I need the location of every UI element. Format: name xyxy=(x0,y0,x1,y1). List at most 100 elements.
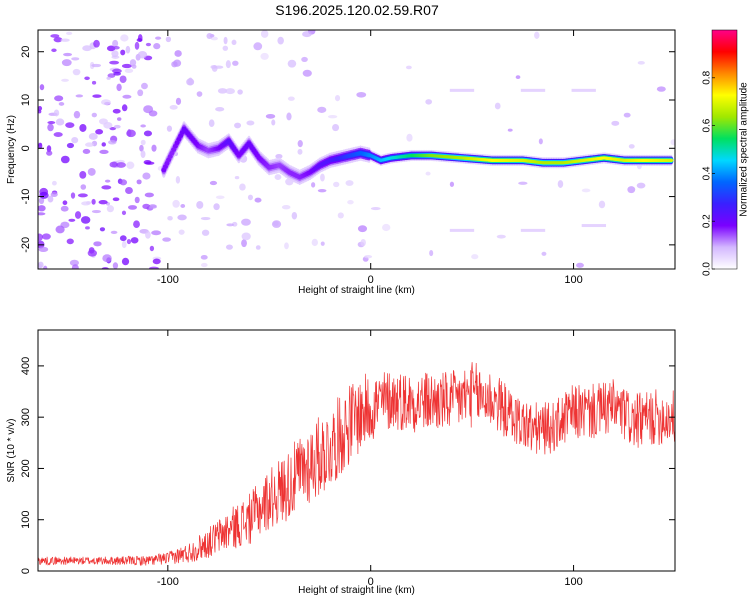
noise-speckle xyxy=(51,180,57,186)
noise-speckle xyxy=(201,229,210,236)
noise-speckle xyxy=(172,199,180,208)
noise-speckle xyxy=(71,57,80,61)
noise-speckle xyxy=(60,155,70,164)
snr-y-ticks: 0 100 200 300 400 xyxy=(20,357,675,574)
spectrogram-y-ticks: -20 -10 0 10 20 xyxy=(20,46,675,253)
ridge-mark xyxy=(178,133,184,139)
noise-speckle xyxy=(79,171,87,179)
noise-speckle xyxy=(106,76,111,80)
noise-speckle xyxy=(210,36,218,41)
noise-speckle xyxy=(149,245,155,252)
noise-speckle xyxy=(177,214,187,221)
noise-speckle xyxy=(134,196,140,204)
noise-speckle xyxy=(627,186,636,194)
ridge-mark xyxy=(167,154,173,159)
noise-speckle xyxy=(111,50,119,58)
noise-speckle xyxy=(101,99,111,106)
noise-speckle xyxy=(126,238,132,245)
ridge-mark xyxy=(176,137,182,142)
noise-speckle xyxy=(124,68,134,74)
noise-speckle xyxy=(53,37,63,43)
noise-speckle xyxy=(140,124,146,128)
snr-panel: -100 0 100 0 100 200 300 400 Height of straigh… xyxy=(6,329,676,596)
noise-speckle xyxy=(125,186,133,195)
y-tick-label: 20 xyxy=(20,46,32,58)
noise-speckle xyxy=(55,118,65,126)
noise-speckle xyxy=(281,205,291,210)
x-tick-label: -100 xyxy=(157,274,179,286)
y-tick-label: 100 xyxy=(20,511,32,529)
noise-speckle xyxy=(80,184,87,190)
spectrogram-x-ticks: -100 0 100 xyxy=(157,30,583,286)
noise-speckle xyxy=(93,39,100,48)
noise-speckle xyxy=(99,149,109,155)
noise-speckle xyxy=(66,31,73,36)
noise-speckle xyxy=(121,104,128,112)
noise-speckle xyxy=(75,94,84,98)
noise-speckle xyxy=(62,200,68,206)
noise-speckle xyxy=(38,142,43,149)
noise-speckle xyxy=(241,232,251,241)
harmonic-streak xyxy=(449,88,475,92)
noise-speckle xyxy=(297,140,303,148)
noise-speckle xyxy=(77,193,88,198)
noise-speckle xyxy=(140,150,146,159)
noise-speckle xyxy=(87,168,96,176)
noise-speckle xyxy=(101,142,106,147)
noise-speckle xyxy=(79,123,87,132)
noise-speckle xyxy=(109,60,120,65)
noise-speckle xyxy=(107,73,116,78)
noise-speckle xyxy=(327,115,338,119)
noise-speckle xyxy=(254,197,262,203)
ridge-mark xyxy=(161,167,167,173)
noise-speckle xyxy=(155,36,162,40)
noise-speckle xyxy=(60,38,70,42)
noise-speckle xyxy=(141,82,148,90)
noise-speckle xyxy=(518,181,528,185)
noise-speckle xyxy=(425,171,431,176)
noise-speckle xyxy=(112,108,121,114)
spectrogram-noise-field xyxy=(38,30,675,269)
noise-speckle xyxy=(557,180,564,188)
noise-speckle xyxy=(200,262,208,268)
snr-plot-area xyxy=(38,330,675,571)
noise-speckle xyxy=(119,179,128,186)
noise-speckle xyxy=(637,61,645,65)
harmonic-streak xyxy=(581,224,607,228)
noise-speckle xyxy=(670,139,675,146)
noise-speckle xyxy=(337,212,344,219)
noise-speckle xyxy=(38,261,44,269)
noise-speckle xyxy=(347,199,354,205)
noise-speckle xyxy=(99,227,106,232)
noise-speckle xyxy=(357,225,368,233)
noise-speckle xyxy=(284,242,289,250)
spectrogram-frame xyxy=(37,29,676,270)
snr-x-ticks: -100 0 100 xyxy=(157,330,583,588)
noise-speckle xyxy=(51,48,57,53)
noise-speckle xyxy=(119,235,127,242)
noise-speckle xyxy=(333,181,340,188)
noise-speckle xyxy=(496,234,506,239)
noise-speckle xyxy=(50,191,58,198)
y-tick-label: 0 xyxy=(20,568,32,574)
noise-speckle xyxy=(121,240,127,249)
noise-speckle xyxy=(151,144,157,152)
colorbar-tick-label: 0.4 xyxy=(702,166,713,180)
noise-speckle xyxy=(167,215,173,221)
noise-speckle xyxy=(656,86,666,92)
noise-speckle xyxy=(142,203,151,210)
noise-speckle xyxy=(286,112,292,121)
noise-speckle xyxy=(80,216,91,224)
noise-speckle xyxy=(126,161,135,169)
noise-speckle xyxy=(171,61,178,68)
colorbar-gradient xyxy=(711,29,738,270)
noise-speckle xyxy=(126,129,132,137)
noise-speckle xyxy=(39,84,45,91)
snr-series-line xyxy=(38,362,675,566)
noise-speckle xyxy=(311,238,318,247)
noise-speckle xyxy=(149,266,159,269)
noise-speckle xyxy=(137,50,148,59)
noise-speckle xyxy=(91,63,102,68)
noise-speckle xyxy=(166,125,173,132)
noise-speckle xyxy=(317,188,327,193)
